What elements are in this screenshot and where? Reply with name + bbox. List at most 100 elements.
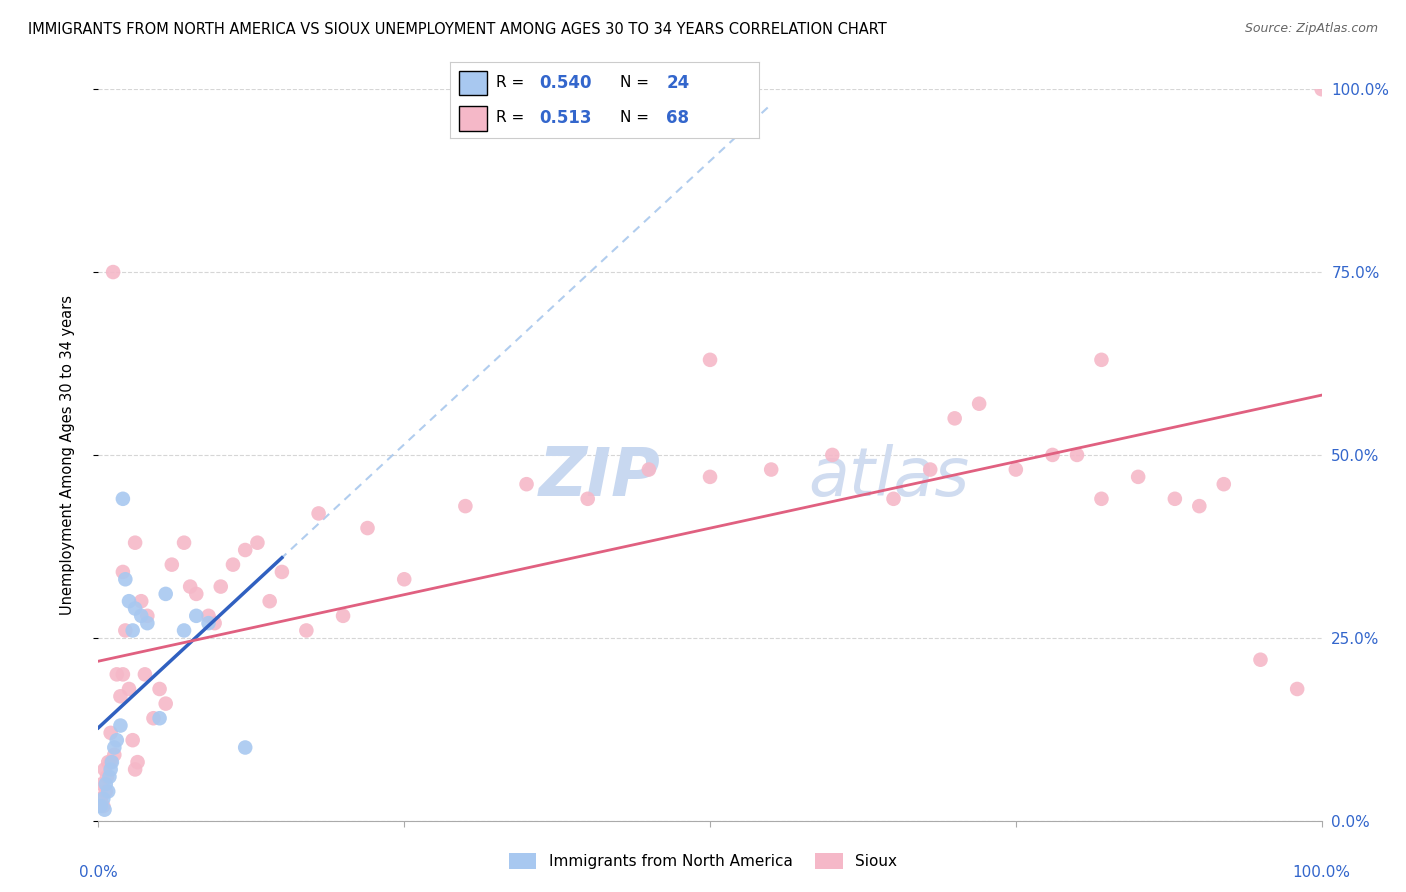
Point	[149, 681, 172, 696]
Point	[91, 799, 114, 814]
Point	[94, 777, 117, 791]
Point	[356, 521, 378, 535]
Point	[100, 763, 122, 777]
Point	[100, 726, 122, 740]
Point	[97, 784, 120, 798]
Point	[98, 770, 121, 784]
Text: atlas: atlas	[808, 444, 969, 510]
Text: N =: N =	[620, 111, 654, 125]
Point	[105, 667, 128, 681]
Point	[124, 763, 146, 777]
Point	[124, 601, 146, 615]
Point	[1310, 82, 1333, 96]
Text: Source: ZipAtlas.com: Source: ZipAtlas.com	[1244, 22, 1378, 36]
Point	[197, 616, 219, 631]
Point	[105, 733, 128, 747]
Point	[111, 565, 134, 579]
Point	[118, 594, 141, 608]
Text: R =: R =	[496, 76, 530, 90]
Point	[186, 608, 208, 623]
Point	[233, 543, 256, 558]
Point	[114, 624, 136, 638]
Point	[1188, 499, 1211, 513]
Point	[129, 608, 152, 623]
Point	[134, 667, 156, 681]
Point	[576, 491, 599, 506]
Point	[920, 462, 942, 476]
Point	[204, 616, 226, 631]
Point	[1164, 491, 1187, 506]
Text: R =: R =	[496, 111, 534, 125]
Point	[127, 755, 149, 769]
Point	[111, 491, 134, 506]
Point	[1090, 352, 1112, 367]
Point	[118, 681, 141, 696]
Point	[392, 572, 416, 586]
Point	[111, 667, 134, 681]
Point	[91, 777, 114, 791]
Point	[173, 535, 195, 549]
Text: N =: N =	[620, 76, 654, 90]
Point	[179, 580, 201, 594]
Point	[209, 580, 232, 594]
Point	[155, 697, 177, 711]
Point	[1090, 491, 1112, 506]
Point	[114, 572, 136, 586]
Text: 0.0%: 0.0%	[79, 864, 118, 880]
Point	[295, 624, 318, 638]
Point	[638, 462, 661, 476]
FancyBboxPatch shape	[460, 70, 486, 95]
Point	[94, 784, 117, 798]
Text: 100.0%: 100.0%	[1292, 864, 1351, 880]
Point	[121, 624, 143, 638]
Point	[121, 733, 143, 747]
Point	[100, 755, 122, 769]
Point	[103, 740, 125, 755]
Point	[155, 587, 177, 601]
Point	[136, 616, 159, 631]
Point	[1004, 462, 1026, 476]
Point	[103, 747, 125, 762]
Point	[90, 791, 112, 805]
Point	[110, 690, 132, 704]
Point	[149, 711, 172, 725]
Text: ZIP: ZIP	[538, 444, 661, 510]
Point	[233, 740, 256, 755]
Text: 0.540: 0.540	[540, 74, 592, 92]
Point	[1066, 448, 1088, 462]
Point	[308, 507, 330, 521]
Text: 0.513: 0.513	[540, 109, 592, 127]
Legend: Immigrants from North America, Sioux: Immigrants from North America, Sioux	[503, 847, 903, 875]
Point	[943, 411, 966, 425]
Point	[1212, 477, 1234, 491]
Y-axis label: Unemployment Among Ages 30 to 34 years: Unemployment Among Ages 30 to 34 years	[60, 295, 75, 615]
Point	[1250, 653, 1272, 667]
Point	[101, 265, 124, 279]
Point	[222, 558, 245, 572]
Point	[93, 803, 115, 817]
Point	[136, 608, 159, 623]
Point	[454, 499, 477, 513]
Point	[246, 535, 269, 549]
Point	[110, 718, 132, 732]
Point	[93, 763, 115, 777]
Point	[516, 477, 538, 491]
Point	[97, 755, 120, 769]
Point	[173, 624, 195, 638]
Point	[1042, 448, 1064, 462]
Point	[124, 535, 146, 549]
Point	[332, 608, 354, 623]
Point	[160, 558, 183, 572]
Point	[967, 397, 990, 411]
Point	[699, 470, 721, 484]
Point	[1286, 681, 1309, 696]
Text: 68: 68	[666, 109, 689, 127]
Point	[761, 462, 783, 476]
Point	[699, 352, 721, 367]
Point	[90, 799, 112, 814]
Point	[142, 711, 165, 725]
Text: IMMIGRANTS FROM NORTH AMERICA VS SIOUX UNEMPLOYMENT AMONG AGES 30 TO 34 YEARS CO: IMMIGRANTS FROM NORTH AMERICA VS SIOUX U…	[28, 22, 887, 37]
Text: 24: 24	[666, 74, 690, 92]
Point	[186, 587, 208, 601]
Point	[259, 594, 281, 608]
